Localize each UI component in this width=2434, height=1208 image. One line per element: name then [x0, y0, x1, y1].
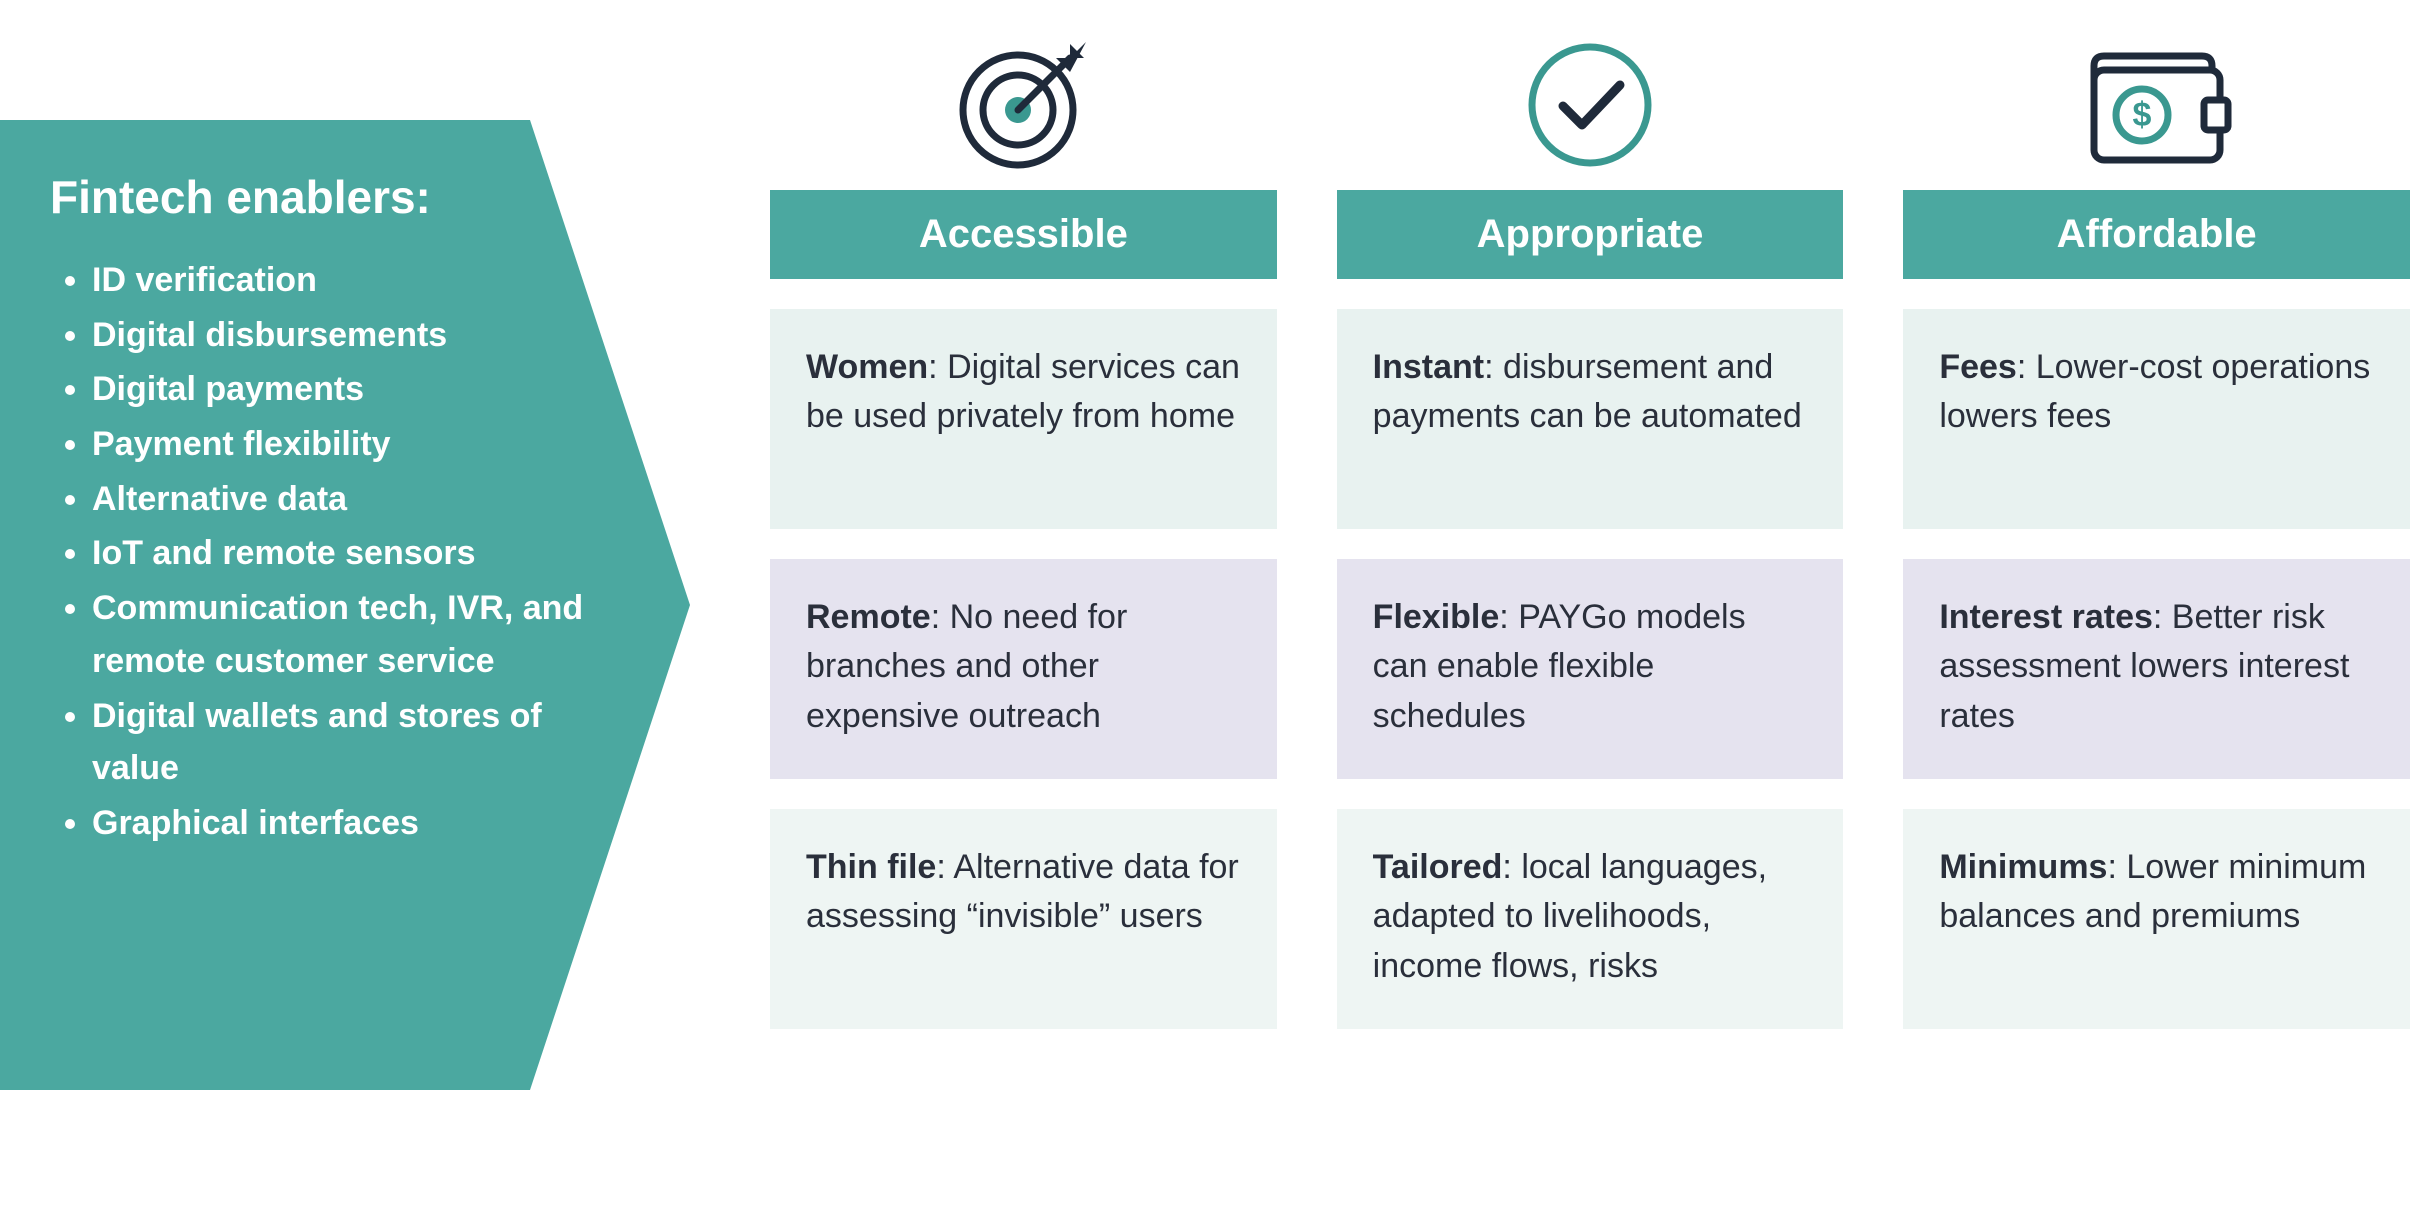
card-bold: Fees — [1939, 348, 2017, 386]
card-sep: : — [1499, 598, 1518, 636]
enablers-item: Graphical interfaces — [92, 797, 630, 850]
enablers-item: Digital disbursements — [92, 309, 630, 362]
card-sep: : — [1484, 348, 1503, 386]
column-cards: Women: Digital services can be used priv… — [770, 309, 1277, 1029]
enablers-item: ID verification — [92, 254, 630, 307]
card-sep: : — [2153, 598, 2172, 636]
enablers-item: Digital payments — [92, 363, 630, 416]
card-sep: : — [2107, 848, 2126, 886]
benefit-card: Tailored: local languages, adapted to li… — [1337, 809, 1844, 1029]
benefit-card: Fees: Lower-cost operations lowers fees — [1903, 309, 2410, 529]
column-header: Affordable — [1903, 190, 2410, 279]
column-cards: Instant: disbursement and payments can b… — [1337, 309, 1844, 1029]
benefit-card: Interest rates: Better risk assessment l… — [1903, 559, 2410, 779]
column-cards: Fees: Lower-cost operations lowers fees … — [1903, 309, 2410, 1029]
card-sep: : — [931, 598, 950, 636]
card-bold: Minimums — [1939, 848, 2107, 886]
card-bold: Remote — [806, 598, 931, 636]
check-circle-icon — [1337, 20, 1844, 190]
enablers-content: Fintech enablers: ID verification Digita… — [0, 120, 690, 902]
enablers-item: Alternative data — [92, 473, 630, 526]
card-sep: : — [1502, 848, 1521, 886]
column-header: Accessible — [770, 190, 1277, 279]
card-bold: Thin file — [806, 848, 936, 886]
enablers-item: IoT and remote sensors — [92, 527, 630, 580]
card-sep: : — [928, 348, 947, 386]
enablers-list: ID verification Digital disbursements Di… — [50, 254, 630, 850]
benefit-card: Women: Digital services can be used priv… — [770, 309, 1277, 529]
enablers-title: Fintech enablers: — [50, 170, 630, 224]
column-header: Appropriate — [1337, 190, 1844, 279]
card-sep: : — [936, 848, 953, 886]
card-bold: Flexible — [1373, 598, 1500, 636]
card-bold: Women — [806, 348, 928, 386]
wallet-icon: $ — [1903, 20, 2410, 190]
column-accessible: Accessible Women: Digital services can b… — [770, 20, 1277, 1029]
enablers-item: Communication tech, IVR, and remote cust… — [92, 582, 630, 687]
target-icon — [770, 20, 1277, 190]
benefit-card: Minimums: Lower minimum balances and pre… — [1903, 809, 2410, 1029]
enablers-item: Payment flexibility — [92, 418, 630, 471]
card-bold: Instant — [1373, 348, 1484, 386]
benefit-card: Flexible: PAYGo models can enable flexib… — [1337, 559, 1844, 779]
column-appropriate: Appropriate Instant: disbursement and pa… — [1337, 20, 1844, 1029]
card-sep: : — [2017, 348, 2036, 386]
card-bold: Tailored — [1373, 848, 1503, 886]
svg-text:$: $ — [2132, 96, 2151, 134]
enablers-panel: Fintech enablers: ID verification Digita… — [0, 120, 690, 1090]
benefit-card: Thin file: Alternative data for assessin… — [770, 809, 1277, 1029]
card-bold: Interest rates — [1939, 598, 2153, 636]
enablers-item: Digital wallets and stores of value — [92, 690, 630, 795]
columns-container: Accessible Women: Digital services can b… — [770, 20, 2410, 1029]
benefit-card: Instant: disbursement and payments can b… — [1337, 309, 1844, 529]
benefit-card: Remote: No need for branches and other e… — [770, 559, 1277, 779]
column-affordable: $ Affordable Fees: Lower-cost operations… — [1903, 20, 2410, 1029]
